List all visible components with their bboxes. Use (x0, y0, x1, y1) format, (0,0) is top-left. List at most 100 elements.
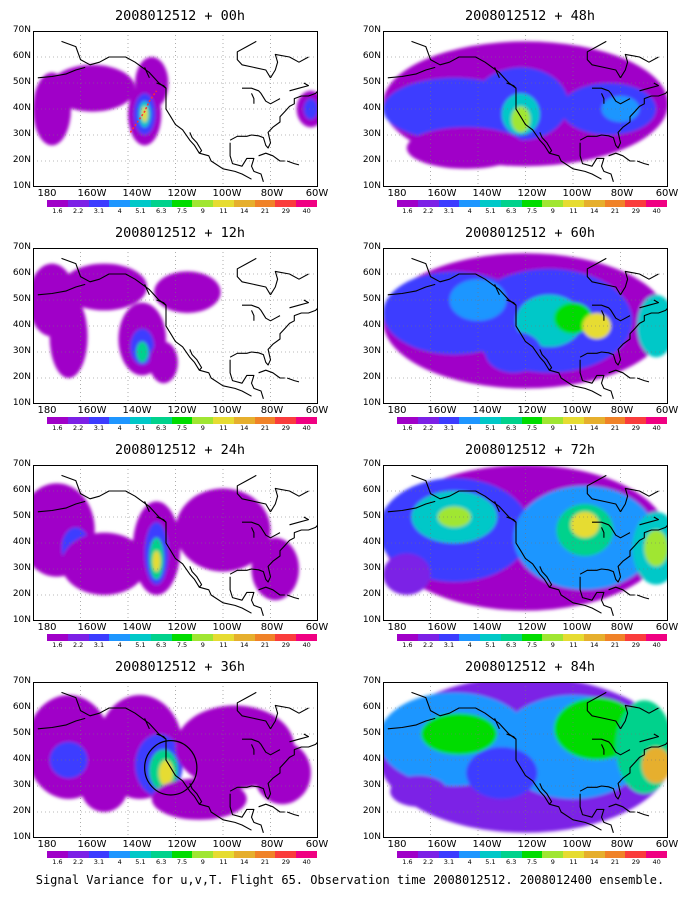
colorbar-label: 1.6 (402, 207, 413, 215)
colorbar-label: 11 (219, 858, 228, 866)
lat-tick-label: 50N (362, 728, 381, 738)
colorbar-label: 5.1 (135, 424, 146, 432)
colorbar-label: 1.6 (52, 207, 63, 215)
variance-contour (383, 553, 431, 595)
map-panel: 2008012512 + 48h 70N 60N 50N 40N 30N 20N 10N 180… (350, 0, 700, 217)
colorbar-segment (275, 851, 297, 858)
figure-panels: 2008012512 + 00h 70N 60N 50N 40N 30N 20N 10N 180… (12, 0, 700, 868)
colorbar-label: 5.1 (135, 207, 146, 215)
lon-tick-label: 100W (562, 405, 592, 416)
lat-tick-label: 70N (12, 676, 31, 686)
colorbar-label: 2.2 (72, 207, 84, 215)
colorbar-label: 2.2 (422, 207, 434, 215)
colorbar-label: 11 (569, 641, 578, 649)
colorbar: 1.6 2.2 3.1 4 5.1 6.3 7.5 9 11 14 21 29 40 (47, 634, 318, 649)
coastline (61, 474, 252, 614)
colorbar-segment (47, 851, 69, 858)
colorbar-segment (563, 200, 585, 207)
colorbar: 1.6 2.2 3.1 4 5.1 6.3 7.5 9 11 14 21 29 40 (47, 200, 318, 215)
colorbar-segment (521, 634, 543, 641)
variance-contour (582, 313, 611, 339)
colorbar-label: 14 (240, 858, 249, 866)
coastline (506, 299, 517, 306)
map-panel: 2008012512 + 84h 70N 60N 50N 40N 30N 20N 10N 180… (350, 651, 700, 868)
colorbar-label: 14 (590, 424, 599, 432)
colorbar-segment (480, 634, 502, 641)
map-plot-area (383, 248, 668, 404)
coastline (236, 257, 271, 296)
panel-title: 2008012512 + 72h (464, 442, 596, 458)
panel-title: 2008012512 + 00h (114, 8, 246, 24)
lon-tick-label: 60W (305, 188, 329, 199)
lat-tick-label: 20N (12, 589, 31, 599)
colorbar-label: 9 (550, 641, 555, 649)
lon-tick-label: 60W (655, 622, 679, 633)
lon-tick-label: 120W (517, 188, 547, 199)
lon-tick-label: 100W (212, 839, 242, 850)
colorbar-label: 3.1 (443, 858, 455, 866)
variance-contour (49, 64, 136, 112)
lon-tick-label: 180 (37, 839, 57, 850)
lat-tick-label: 50N (12, 511, 31, 521)
colorbar-segment (625, 200, 647, 207)
lon-tick-label: 140W (472, 405, 502, 416)
lon-tick-label: 180 (37, 405, 57, 416)
colorbar-segment (296, 417, 318, 424)
observation-track (129, 90, 158, 133)
coastline (61, 40, 252, 180)
coastline (592, 87, 631, 105)
coastline (189, 349, 203, 371)
variance-contour (151, 778, 247, 820)
colorbar-segment (583, 851, 606, 858)
lat-tick-label: 30N (12, 129, 31, 139)
variance-contour (80, 760, 128, 812)
colorbar-segment (109, 851, 131, 858)
coastline (579, 359, 614, 399)
colorbar: 1.6 2.2 3.1 4 5.1 6.3 7.5 9 11 14 21 29 40 (47, 851, 318, 866)
colorbar-segment (604, 851, 626, 858)
coastline (592, 738, 631, 756)
colorbar-segment (542, 634, 564, 641)
colorbar-segment (542, 851, 564, 858)
lon-tick-label: 120W (167, 839, 197, 850)
map-plot-area (383, 31, 668, 187)
coastline (189, 783, 203, 805)
lon-tick-label: 100W (562, 839, 592, 850)
lon-tick-label: 80W (260, 405, 284, 416)
coastline (258, 369, 285, 379)
lat-tick-label: 50N (362, 77, 381, 87)
colorbar-label: 2.2 (72, 858, 84, 866)
lat-tick-label: 10N (362, 832, 381, 842)
lon-tick-label: 140W (472, 839, 502, 850)
lat-tick-label: 40N (362, 754, 381, 764)
colorbar-label: 21 (610, 641, 620, 649)
map-plot-area (33, 682, 318, 838)
coastline (37, 66, 86, 79)
colorbar-segment (646, 851, 668, 858)
coastline (639, 299, 660, 309)
figure-caption: Signal Variance for u,v,T. Flight 65. Ob… (35, 873, 665, 887)
coastline (539, 783, 553, 805)
colorbar-label: 5.1 (485, 641, 496, 649)
colorbar-label: 6.3 (506, 207, 517, 215)
colorbar-segment (47, 200, 69, 207)
colorbar-segment (254, 634, 276, 641)
colorbar-segment (88, 200, 110, 207)
lon-tick-label: 140W (472, 622, 502, 633)
lon-tick-label: 120W (517, 622, 547, 633)
lat-tick-label: 70N (362, 25, 381, 35)
colorbar-label: 4 (467, 858, 472, 866)
colorbar-segment (275, 417, 297, 424)
colorbar-label: 6.3 (506, 858, 517, 866)
colorbar-segment (296, 851, 318, 858)
colorbar-label: 29 (631, 641, 640, 649)
coastline (494, 284, 500, 296)
coastline (636, 160, 650, 166)
variance-contour (637, 294, 668, 358)
colorbar-segment (67, 200, 90, 207)
lat-tick-label: 30N (12, 780, 31, 790)
colorbar-segment (417, 851, 440, 858)
lat-tick-label: 50N (12, 77, 31, 87)
colorbar-label: 1.6 (402, 858, 413, 866)
coastline (156, 299, 167, 306)
